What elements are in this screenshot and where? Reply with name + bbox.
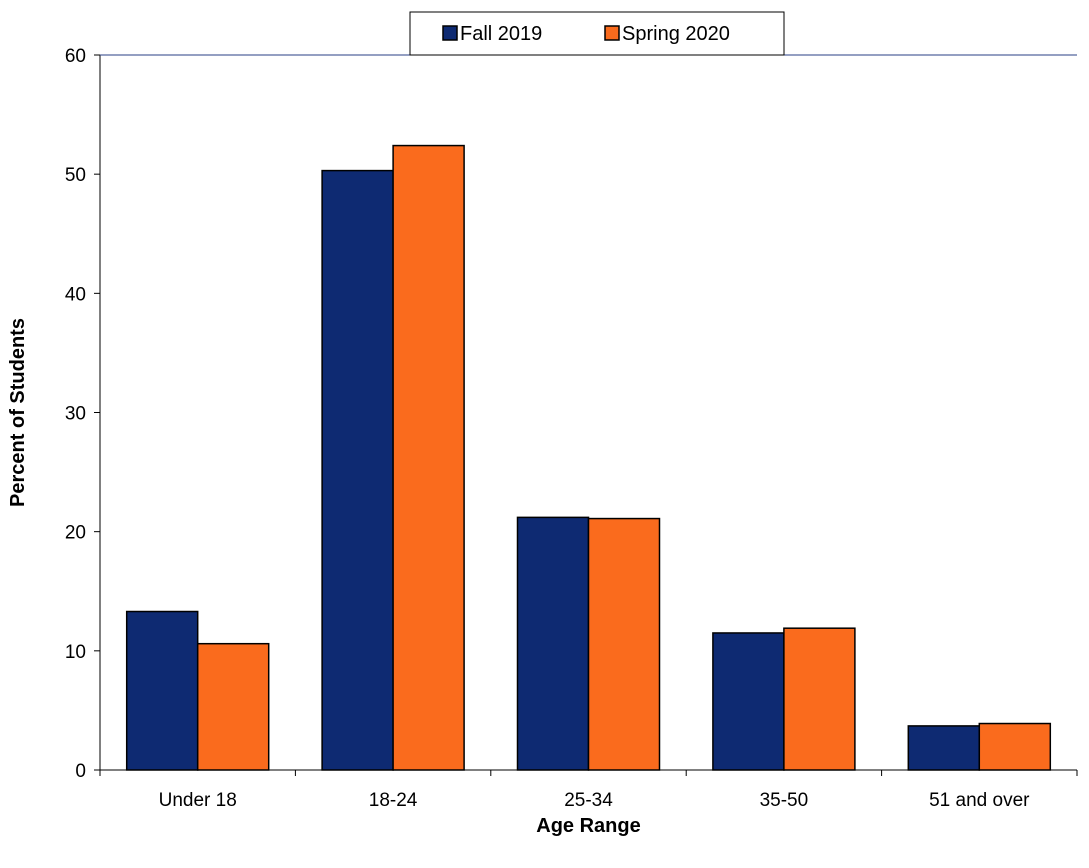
legend-swatch (442, 25, 458, 41)
bar-spring-2020 (196, 642, 270, 771)
y-axis-title: Percent of Students (7, 318, 29, 507)
bar-fall-2019 (516, 516, 590, 771)
y-tick-label: 10 (65, 642, 86, 663)
bar-spring-2020 (783, 627, 856, 771)
x-tick-label: 51 and over (929, 790, 1030, 811)
legend-label: Fall 2019 (460, 23, 542, 45)
x-tick-label: 25-34 (564, 790, 613, 811)
legend-box (409, 11, 785, 56)
x-axis-title: Age Range (536, 815, 640, 837)
bar-spring-2020 (392, 144, 465, 771)
legend: Fall 2019 Spring 2020 (409, 11, 785, 56)
legend-label: Spring 2020 (622, 23, 730, 45)
y-tick-label: 50 (65, 165, 86, 186)
bars (125, 144, 1052, 771)
bar-fall-2019 (125, 610, 199, 771)
x-tick-label: 18-24 (369, 790, 418, 811)
axis-labels: 0 10 20 30 40 50 60 Under 18 18-24 25-34 35-50 51 a… (7, 46, 1030, 837)
bar-fall-2019 (712, 632, 785, 771)
y-tick-label: 0 (75, 761, 86, 782)
x-tick-label: Under 18 (159, 790, 237, 811)
legend-swatch (604, 25, 620, 41)
bar-fall-2019 (907, 725, 981, 771)
x-tick-label: 35-50 (760, 790, 809, 811)
y-tick-label: 40 (65, 284, 86, 305)
bar-fall-2019 (321, 169, 394, 771)
y-tick-label: 20 (65, 523, 86, 544)
bar-spring-2020 (978, 722, 1052, 771)
y-tick-label: 60 (65, 46, 86, 67)
bar-spring-2020 (587, 517, 661, 771)
y-tick-label: 30 (65, 404, 86, 425)
